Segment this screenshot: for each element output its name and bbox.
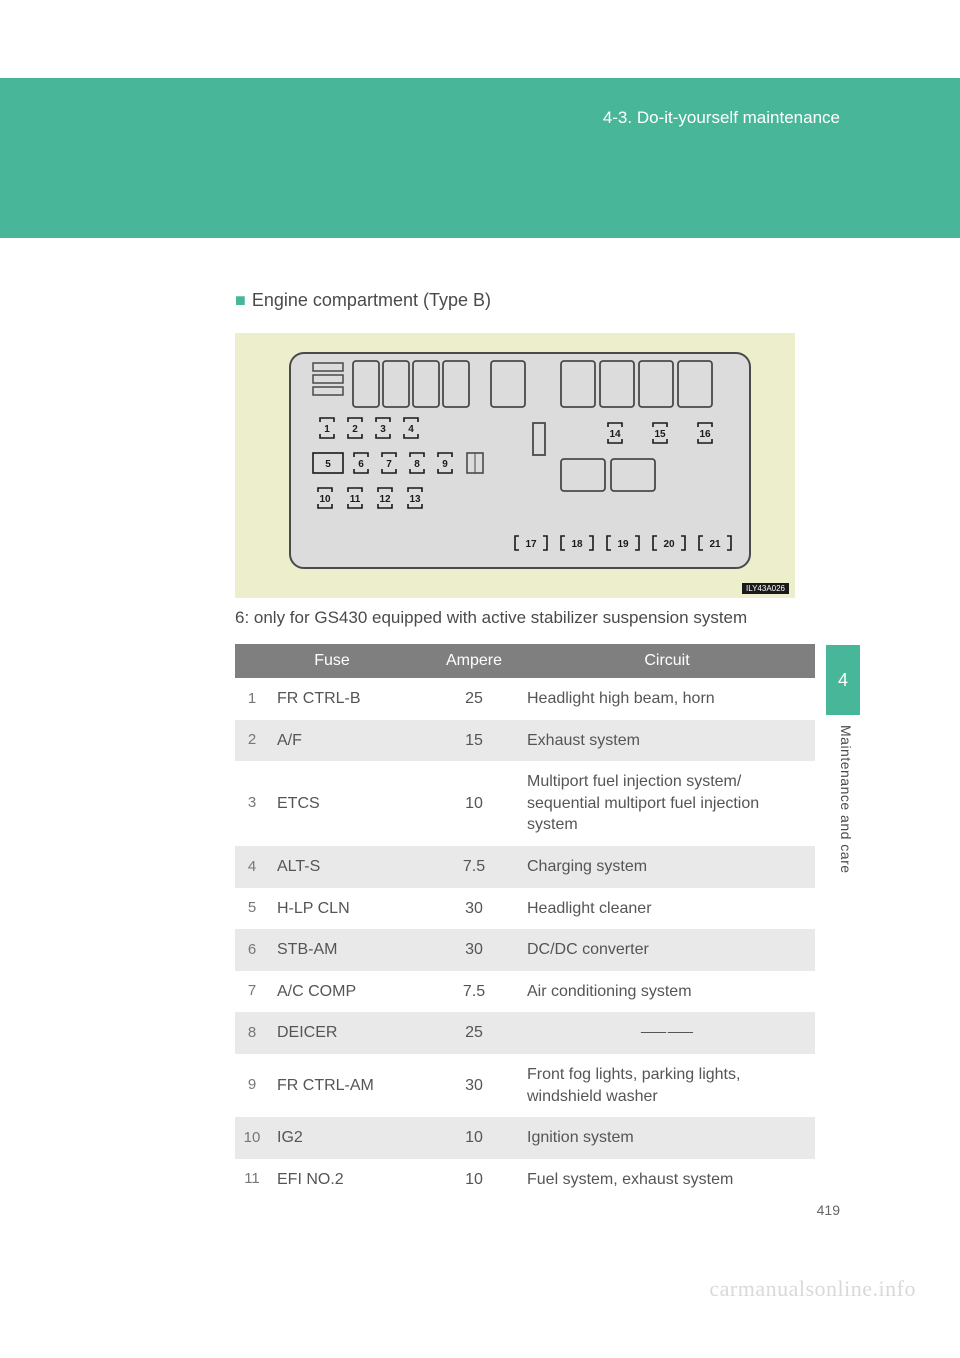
page-content: ■ Engine compartment (Type B) xyxy=(235,290,815,1200)
svg-text:13: 13 xyxy=(409,494,421,505)
row-circuit: Front fog lights, parking lights, windsh… xyxy=(519,1054,815,1117)
header-band xyxy=(0,78,960,238)
svg-text:14: 14 xyxy=(609,429,621,440)
row-index: 3 xyxy=(235,761,269,846)
svg-text:8: 8 xyxy=(414,459,420,470)
row-ampere: 7.5 xyxy=(429,971,519,1013)
row-index: 2 xyxy=(235,720,269,762)
row-circuit: Charging system xyxy=(519,846,815,888)
row-fuse-name: A/C COMP xyxy=(269,971,429,1013)
col-ampere: Ampere xyxy=(429,644,519,678)
row-ampere: 10 xyxy=(429,761,519,846)
row-ampere: 10 xyxy=(429,1117,519,1159)
table-row: 8DEICER25⸺⸺ xyxy=(235,1012,815,1054)
table-row: 3ETCS10Multiport fuel injection system/ … xyxy=(235,761,815,846)
row-index: 6 xyxy=(235,929,269,971)
svg-text:20: 20 xyxy=(663,539,675,550)
page-number: 419 xyxy=(817,1202,840,1218)
col-circuit: Circuit xyxy=(519,644,815,678)
row-ampere: 25 xyxy=(429,678,519,720)
row-fuse-name: H-LP CLN xyxy=(269,888,429,930)
svg-text:10: 10 xyxy=(319,494,331,505)
header-section-number: 4-3. xyxy=(603,108,632,127)
row-index: 5 xyxy=(235,888,269,930)
table-row: 7A/C COMP7.5Air conditioning system xyxy=(235,971,815,1013)
row-circuit: Air conditioning system xyxy=(519,971,815,1013)
row-circuit: Ignition system xyxy=(519,1117,815,1159)
row-ampere: 30 xyxy=(429,929,519,971)
fuse-table-body: 1FR CTRL-B25Headlight high beam, horn2A/… xyxy=(235,678,815,1200)
row-index: 9 xyxy=(235,1054,269,1117)
svg-text:15: 15 xyxy=(654,429,666,440)
row-circuit: Multiport fuel injection system/ sequent… xyxy=(519,761,815,846)
row-ampere: 30 xyxy=(429,888,519,930)
row-index: 7 xyxy=(235,971,269,1013)
watermark: carmanualsonline.info xyxy=(709,1276,916,1302)
svg-text:17: 17 xyxy=(525,539,537,550)
header-section: 4-3. Do-it-yourself maintenance xyxy=(603,108,840,128)
svg-text:19: 19 xyxy=(617,539,629,550)
svg-text:2: 2 xyxy=(352,424,358,435)
svg-text:11: 11 xyxy=(350,494,361,505)
svg-text:1: 1 xyxy=(324,424,330,435)
subsection-heading: ■ Engine compartment (Type B) xyxy=(235,290,815,311)
row-circuit: Headlight high beam, horn xyxy=(519,678,815,720)
diagram-note: 6: only for GS430 equipped with active s… xyxy=(235,608,815,628)
chapter-tab: 4 xyxy=(826,645,860,715)
table-row: 1FR CTRL-B25Headlight high beam, horn xyxy=(235,678,815,720)
row-circuit: DC/DC converter xyxy=(519,929,815,971)
bullet-icon: ■ xyxy=(235,290,246,310)
row-circuit: Exhaust system xyxy=(519,720,815,762)
svg-text:5: 5 xyxy=(325,459,331,470)
col-fuse: Fuse xyxy=(235,644,429,678)
row-index: 11 xyxy=(235,1159,269,1201)
row-circuit: Headlight cleaner xyxy=(519,888,815,930)
svg-text:16: 16 xyxy=(699,429,711,440)
row-circuit: Fuel system, exhaust system xyxy=(519,1159,815,1201)
diagram-code: ILY43A026 xyxy=(742,583,789,594)
table-row: 2A/F15Exhaust system xyxy=(235,720,815,762)
svg-text:21: 21 xyxy=(709,539,721,550)
row-index: 10 xyxy=(235,1117,269,1159)
row-circuit: ⸺⸺ xyxy=(519,1012,815,1054)
chapter-label: Maintenance and care xyxy=(838,725,854,874)
row-fuse-name: FR CTRL-AM xyxy=(269,1054,429,1117)
row-fuse-name: DEICER xyxy=(269,1012,429,1054)
row-fuse-name: FR CTRL-B xyxy=(269,678,429,720)
header-section-title: Do-it-yourself maintenance xyxy=(637,108,840,127)
row-ampere: 30 xyxy=(429,1054,519,1117)
row-ampere: 15 xyxy=(429,720,519,762)
svg-text:3: 3 xyxy=(380,424,386,435)
subsection-title: Engine compartment (Type B) xyxy=(252,290,491,310)
row-fuse-name: ETCS xyxy=(269,761,429,846)
row-ampere: 25 xyxy=(429,1012,519,1054)
svg-text:9: 9 xyxy=(442,459,448,470)
table-row: 4ALT-S7.5Charging system xyxy=(235,846,815,888)
row-fuse-name: A/F xyxy=(269,720,429,762)
row-index: 4 xyxy=(235,846,269,888)
svg-text:18: 18 xyxy=(571,539,583,550)
row-fuse-name: IG2 xyxy=(269,1117,429,1159)
row-index: 8 xyxy=(235,1012,269,1054)
svg-text:6: 6 xyxy=(358,459,364,470)
row-ampere: 10 xyxy=(429,1159,519,1201)
fusebox-diagram: 123456789101112131415161718192021 ILY43A… xyxy=(235,333,795,598)
table-row: 6STB-AM30DC/DC converter xyxy=(235,929,815,971)
fuse-table: Fuse Ampere Circuit 1FR CTRL-B25Headligh… xyxy=(235,644,815,1200)
table-row: 11EFI NO.210Fuel system, exhaust system xyxy=(235,1159,815,1201)
row-fuse-name: ALT-S xyxy=(269,846,429,888)
row-index: 1 xyxy=(235,678,269,720)
row-fuse-name: EFI NO.2 xyxy=(269,1159,429,1201)
svg-text:4: 4 xyxy=(408,424,414,435)
svg-text:12: 12 xyxy=(379,494,391,505)
chapter-number: 4 xyxy=(838,670,848,691)
table-row: 9FR CTRL-AM30Front fog lights, parking l… xyxy=(235,1054,815,1117)
table-row: 10IG210Ignition system xyxy=(235,1117,815,1159)
svg-text:7: 7 xyxy=(386,459,392,470)
table-row: 5H-LP CLN30Headlight cleaner xyxy=(235,888,815,930)
row-ampere: 7.5 xyxy=(429,846,519,888)
row-fuse-name: STB-AM xyxy=(269,929,429,971)
